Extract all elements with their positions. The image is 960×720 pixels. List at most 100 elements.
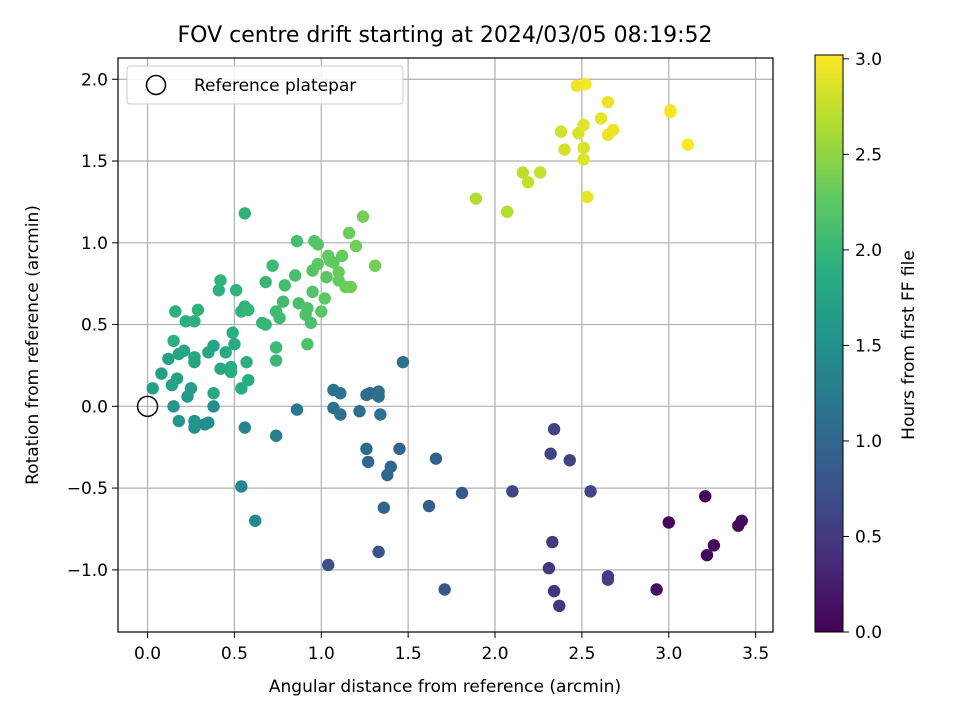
colorbar-tick-label: 1.0 bbox=[855, 432, 882, 452]
data-point bbox=[212, 284, 225, 297]
data-point bbox=[311, 257, 325, 271]
colorbar-tick-label: 2.5 bbox=[855, 145, 882, 165]
colorbar-tick-label: 1.5 bbox=[855, 336, 882, 356]
data-point bbox=[584, 485, 597, 498]
data-point bbox=[438, 583, 451, 596]
data-point bbox=[266, 259, 279, 272]
data-point bbox=[228, 337, 241, 351]
data-point bbox=[224, 365, 238, 379]
x-tick-label: 0.0 bbox=[134, 644, 161, 664]
data-point bbox=[269, 354, 283, 367]
colorbar-tick-label: 3.0 bbox=[855, 50, 882, 70]
y-tick-label: 2.0 bbox=[81, 70, 108, 90]
data-point bbox=[146, 382, 159, 395]
data-point bbox=[235, 382, 248, 395]
data-point bbox=[344, 280, 358, 294]
data-point bbox=[372, 390, 385, 403]
data-point bbox=[606, 123, 620, 137]
data-point bbox=[214, 362, 227, 375]
legend-marker-open-circle bbox=[145, 74, 167, 96]
legend: Reference platepar bbox=[126, 65, 404, 105]
data-point bbox=[422, 499, 436, 513]
data-point bbox=[311, 238, 325, 251]
colorbar-label: Hours from first FF file bbox=[899, 250, 919, 440]
data-point bbox=[547, 423, 561, 436]
data-point bbox=[259, 275, 272, 289]
data-point bbox=[544, 447, 557, 460]
data-point bbox=[662, 516, 675, 529]
data-point bbox=[601, 573, 615, 586]
data-point bbox=[327, 256, 340, 269]
data-point bbox=[289, 269, 302, 282]
colorbar-tick-label: 0.0 bbox=[855, 623, 882, 643]
reference-point-marker bbox=[136, 395, 159, 418]
y-tick-label: 0.5 bbox=[81, 316, 108, 336]
x-axis-ticks: 0.0 0.5 1.0 1.5 2.0 2.5 3.0 3.5 bbox=[134, 632, 769, 664]
plot-frame bbox=[117, 57, 774, 633]
data-point bbox=[238, 421, 252, 434]
data-point bbox=[188, 421, 201, 434]
data-point bbox=[269, 341, 283, 354]
data-point bbox=[278, 279, 291, 292]
data-point bbox=[315, 305, 328, 318]
data-point bbox=[563, 454, 576, 467]
data-point bbox=[240, 355, 253, 369]
x-tick-label: 3.0 bbox=[655, 644, 682, 664]
data-point bbox=[207, 339, 220, 353]
data-point bbox=[533, 166, 547, 179]
data-point bbox=[226, 326, 239, 339]
data-point bbox=[372, 545, 385, 559]
data-point bbox=[374, 408, 387, 421]
data-point bbox=[735, 514, 748, 527]
data-point bbox=[542, 562, 556, 575]
x-tick-label: 3.5 bbox=[742, 644, 769, 664]
data-point bbox=[162, 352, 175, 366]
data-point bbox=[214, 274, 227, 287]
colorbar bbox=[814, 54, 844, 633]
data-point bbox=[377, 501, 391, 514]
data-point bbox=[219, 346, 232, 359]
data-point bbox=[188, 315, 201, 328]
data-point bbox=[177, 344, 191, 357]
data-point bbox=[229, 284, 243, 297]
data-point bbox=[553, 599, 566, 613]
x-tick-label: 2.0 bbox=[481, 644, 508, 664]
data-point bbox=[577, 141, 590, 155]
data-point bbox=[170, 372, 184, 385]
data-point bbox=[506, 485, 519, 498]
data-point bbox=[664, 104, 677, 117]
x-axis-label: Angular distance from reference (arcmin) bbox=[269, 677, 621, 697]
data-point bbox=[516, 166, 530, 179]
data-point bbox=[155, 367, 168, 380]
colorbar-tick-label: 0.5 bbox=[855, 527, 882, 547]
data-point bbox=[361, 455, 375, 469]
data-point bbox=[273, 311, 286, 325]
y-tick-label: 1.5 bbox=[81, 152, 108, 172]
x-tick-label: 2.5 bbox=[568, 644, 595, 664]
data-point bbox=[327, 401, 340, 415]
data-point bbox=[318, 292, 331, 305]
y-tick-label: 1.0 bbox=[81, 234, 108, 254]
data-point bbox=[700, 548, 714, 562]
data-point bbox=[188, 355, 201, 369]
y-tick-label: 0.0 bbox=[81, 397, 108, 417]
data-point bbox=[353, 405, 366, 418]
data-point bbox=[469, 192, 483, 205]
legend-box bbox=[126, 65, 404, 105]
data-point bbox=[169, 305, 182, 318]
data-point bbox=[601, 95, 615, 109]
data-points bbox=[146, 77, 748, 613]
data-point bbox=[577, 118, 590, 132]
data-point bbox=[235, 480, 248, 493]
data-point bbox=[681, 138, 695, 151]
data-point bbox=[179, 315, 192, 328]
data-point bbox=[320, 270, 333, 284]
data-point bbox=[207, 387, 220, 400]
data-point bbox=[276, 295, 290, 308]
data-point bbox=[349, 239, 363, 253]
y-tick-label: −1.0 bbox=[67, 561, 108, 581]
data-point bbox=[554, 125, 568, 138]
data-point bbox=[396, 355, 410, 369]
data-point bbox=[242, 303, 255, 317]
